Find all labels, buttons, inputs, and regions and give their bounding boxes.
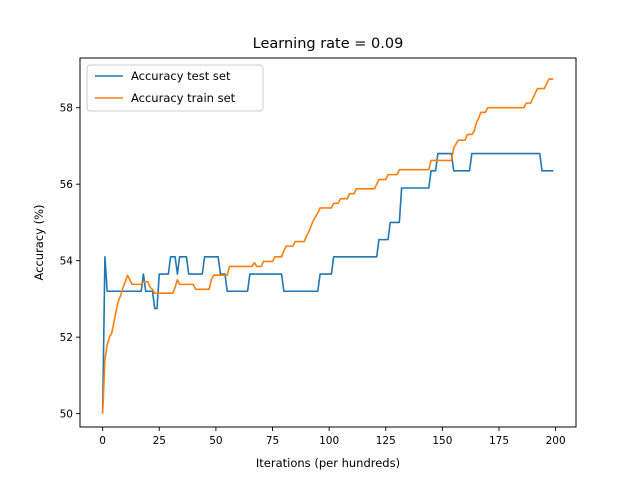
x-tick-label: 125 [376, 435, 396, 447]
legend: Accuracy test set Accuracy train set [86, 64, 264, 112]
x-tick-label: 0 [99, 435, 106, 447]
series-line-1 [101, 78, 554, 414]
series-lines [101, 78, 554, 414]
x-tick-label: 25 [153, 435, 166, 447]
y-tick-label: 58 [60, 103, 73, 115]
x-tick-label: 75 [266, 435, 279, 447]
x-axis-ticks: 0 25 50 75 100 125 150 175 200 [99, 427, 566, 447]
legend-label-test: Accuracy test set [131, 69, 231, 83]
y-tick-label: 56 [60, 179, 74, 191]
chart-title: Learning rate = 0.09 [253, 36, 404, 52]
x-tick-label: 150 [432, 435, 452, 447]
legend-box [86, 64, 264, 112]
plot-area-frame [79, 57, 577, 428]
x-axis-title: Iterations (per hundreds) [256, 456, 400, 470]
x-tick-label: 200 [546, 435, 566, 447]
x-tick-label: 50 [209, 435, 222, 447]
y-axis-ticks: 50 52 54 56 58 [60, 103, 80, 421]
y-tick-label: 54 [60, 256, 74, 268]
y-tick-label: 50 [60, 409, 73, 421]
x-tick-label: 100 [319, 435, 339, 447]
x-tick-label: 175 [489, 435, 509, 447]
y-axis-title: Accuracy (%) [32, 204, 46, 280]
legend-label-train: Accuracy train set [131, 91, 236, 105]
series-line-0 [101, 152, 554, 414]
y-tick-label: 52 [60, 332, 73, 344]
